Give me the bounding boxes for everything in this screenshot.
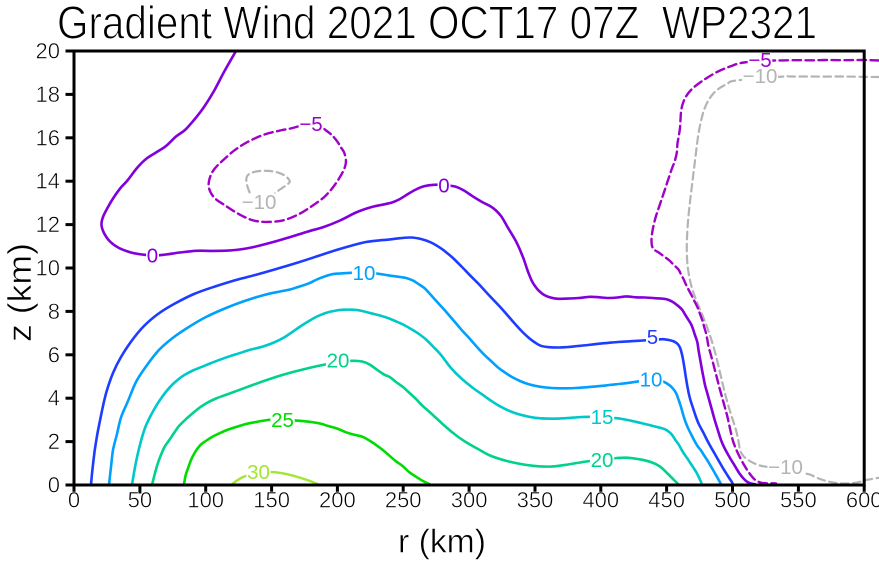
svg-text:300: 300: [451, 488, 488, 513]
svg-text:5: 5: [647, 326, 658, 349]
svg-text:600: 600: [846, 488, 879, 513]
svg-text:250: 250: [385, 488, 422, 513]
svg-text:−10: −10: [768, 456, 803, 479]
svg-text:18: 18: [36, 82, 60, 107]
svg-text:100: 100: [187, 488, 224, 513]
svg-text:12: 12: [36, 212, 60, 237]
svg-text:z (km): z (km): [1, 243, 38, 342]
svg-text:350: 350: [517, 488, 554, 513]
svg-text:20: 20: [36, 39, 60, 64]
svg-text:20: 20: [591, 449, 614, 472]
svg-text:4: 4: [48, 386, 60, 411]
svg-text:200: 200: [319, 488, 356, 513]
svg-text:0: 0: [438, 174, 449, 197]
svg-text:r (km): r (km): [398, 523, 486, 560]
svg-text:15: 15: [591, 406, 614, 429]
svg-text:−5: −5: [748, 49, 771, 72]
svg-text:10: 10: [353, 262, 376, 285]
svg-text:−10: −10: [743, 65, 778, 88]
svg-text:0: 0: [48, 473, 60, 498]
svg-text:50: 50: [128, 488, 152, 513]
svg-text:−5: −5: [299, 113, 322, 136]
svg-text:400: 400: [582, 488, 619, 513]
svg-text:150: 150: [253, 488, 290, 513]
svg-text:10: 10: [36, 256, 60, 281]
svg-text:550: 550: [780, 488, 817, 513]
svg-text:Gradient Wind 2021 OCT17 07Z: Gradient Wind 2021 OCT17 07Z WP2321: [57, 0, 817, 49]
svg-text:25: 25: [271, 409, 294, 432]
svg-text:30: 30: [247, 461, 270, 484]
svg-text:0: 0: [147, 245, 158, 268]
svg-text:500: 500: [714, 488, 751, 513]
svg-text:0: 0: [68, 488, 80, 513]
svg-text:450: 450: [648, 488, 685, 513]
svg-text:6: 6: [48, 342, 60, 367]
svg-text:20: 20: [327, 350, 350, 373]
svg-text:16: 16: [36, 125, 60, 150]
svg-text:−10: −10: [242, 191, 277, 214]
svg-text:10: 10: [640, 368, 663, 391]
svg-text:14: 14: [36, 169, 60, 194]
svg-text:8: 8: [48, 299, 60, 324]
svg-text:2: 2: [48, 429, 60, 454]
